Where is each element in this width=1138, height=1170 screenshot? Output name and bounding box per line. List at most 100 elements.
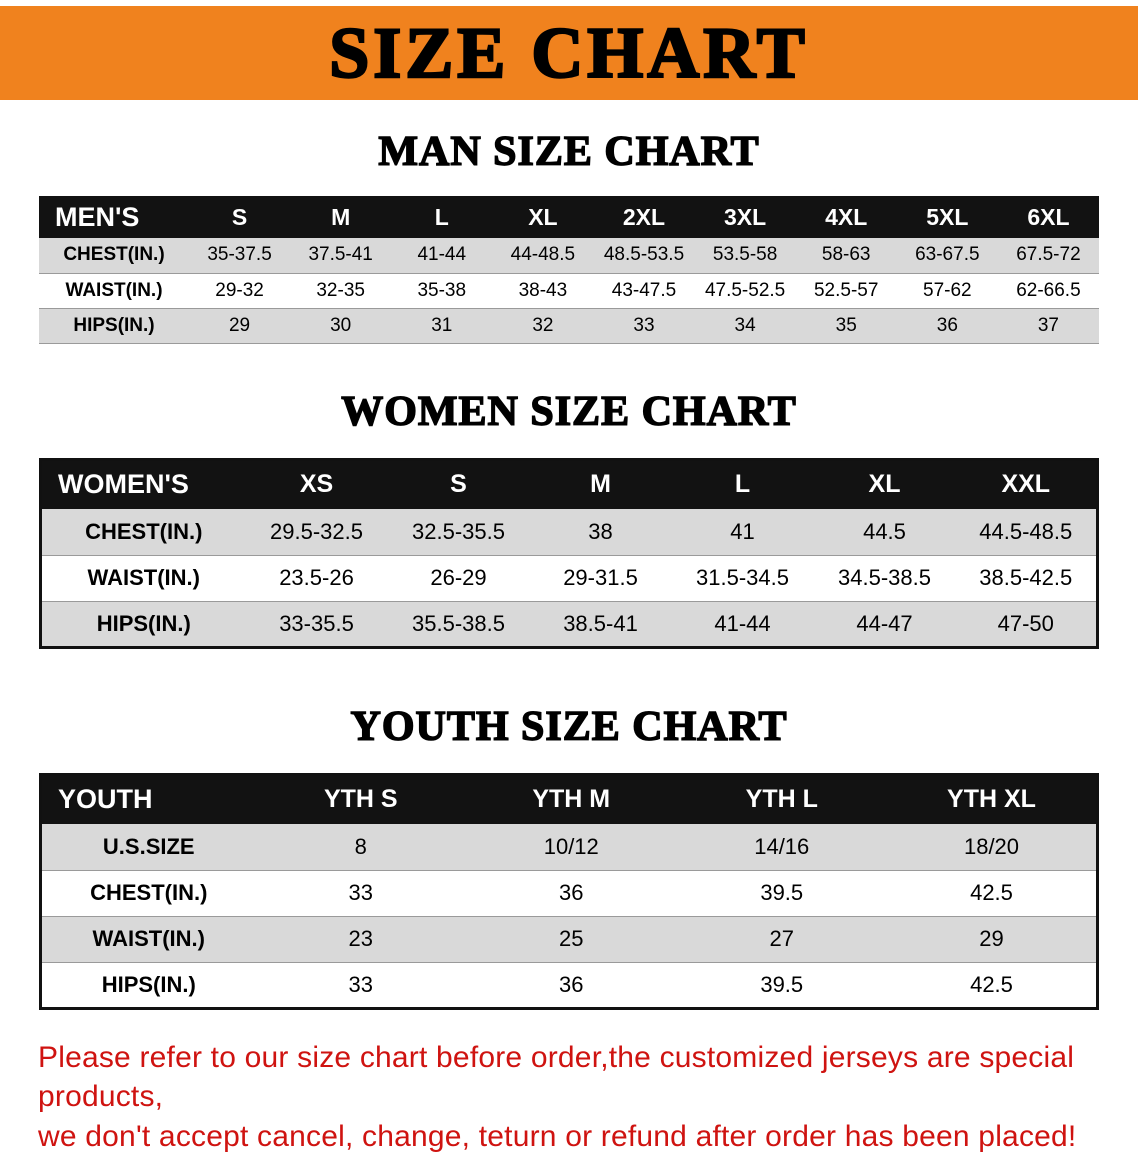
- size-column-header: XL: [813, 459, 956, 509]
- row-label: CHEST(IN.): [63, 244, 165, 266]
- size-value: 47-50: [997, 610, 1054, 636]
- size-value: 37.5-41: [308, 244, 373, 266]
- row-label: WAIST(IN.): [65, 279, 163, 301]
- row-label: HIPS(IN.): [73, 314, 155, 336]
- size-value: 38.5-42.5: [979, 565, 1073, 590]
- man-size-chart-heading: MAN SIZE CHART: [378, 128, 760, 176]
- table-corner-label: YOUTH: [40, 774, 256, 824]
- size-column-header: S: [189, 196, 291, 238]
- size-value: 33: [633, 314, 655, 336]
- size-column-header: YTH L: [676, 774, 887, 824]
- size-value: 18/20: [963, 833, 1020, 859]
- size-value: 52.5-57: [813, 279, 879, 301]
- size-value: 38.5-41: [563, 610, 638, 636]
- size-value: 34: [734, 314, 756, 336]
- size-value: 39.5: [760, 880, 804, 905]
- size-value: 38: [588, 518, 613, 544]
- size-value: 30: [330, 314, 352, 336]
- size-table-header-row: YOUTH YTH S YTH M YTH L YTH XL: [40, 774, 1098, 824]
- size-value: 14/16: [754, 833, 810, 859]
- size-value: 29-32: [215, 279, 264, 301]
- size-value: 44-47: [856, 610, 913, 636]
- measurement-row: HIPS(IN.) 29 30 31 32 33 34 35 36 37: [39, 308, 1099, 343]
- footer-note-line-1: Please refer to our size chart before or…: [38, 1040, 1075, 1114]
- size-value: 26-29: [430, 565, 487, 590]
- table-corner-label: MEN'S: [39, 196, 189, 238]
- size-column-header: XXL: [955, 459, 1098, 509]
- measurement-row: HIPS(IN.) 33 36 39.5 42.5: [40, 962, 1098, 1008]
- size-value: 41-44: [714, 610, 771, 636]
- size-value: 34.5-38.5: [838, 565, 931, 590]
- size-value: 33: [348, 971, 373, 997]
- size-value: 42.5: [970, 971, 1013, 997]
- size-value: 29: [228, 314, 251, 336]
- size-value: 23.5-26: [279, 565, 354, 590]
- size-value: 29.5-32.5: [270, 518, 363, 544]
- youth-size-chart-section: YOUTH SIZE CHART YOUTH YTH S YTH M YTH L YTH…: [0, 703, 1138, 1010]
- measurement-row: U.S.SIZE 8 10/12 14/16 18/20: [40, 824, 1098, 870]
- size-value: 67.5-72: [1016, 244, 1081, 266]
- size-value: 10/12: [543, 833, 599, 859]
- measurement-row: WAIST(IN.) 23.5-26 26-29 29-31.5 31.5-34.5 34…: [40, 555, 1098, 601]
- size-value: 31.5-34.5: [696, 565, 789, 590]
- size-value: 58-63: [821, 244, 871, 266]
- size-value: 37: [1037, 314, 1059, 336]
- size-value: 33: [348, 880, 373, 905]
- measurement-row: WAIST(IN.) 29-32 32-35 35-38 38-43 43-47.5 47.…: [39, 273, 1099, 308]
- size-value: 63-67.5: [915, 244, 980, 266]
- size-value: 35: [835, 314, 857, 336]
- size-column-header: M: [290, 196, 392, 238]
- size-value: 36: [559, 971, 584, 997]
- youth-size-table: YOUTH YTH S YTH M YTH L YTH XL U.S.SIZE 8 10/12…: [39, 772, 1099, 1010]
- size-value: 44.5: [863, 518, 906, 544]
- row-label: CHEST(IN.): [90, 880, 208, 905]
- size-value: 62-66.5: [1016, 279, 1081, 301]
- women-size-table: WOMEN'S XS S M L XL XXL CHEST(IN.) 29.5-32.5 32.5…: [39, 457, 1099, 649]
- size-value: 33-35.5: [279, 610, 354, 636]
- footer-note-line-2: we don't accept cancel, change, teturn o…: [38, 1119, 1077, 1153]
- size-value: 36: [559, 880, 584, 905]
- size-column-header: XL: [492, 196, 594, 238]
- youth-size-chart-heading: YOUTH SIZE CHART: [350, 703, 788, 751]
- size-value: 27: [769, 926, 794, 951]
- size-column-header: XS: [245, 459, 388, 509]
- size-table-header-row: MEN'S S M L XL 2XL 3XL 4XL 5XL 6XL: [39, 196, 1099, 238]
- size-value: 35.5-38.5: [412, 610, 505, 636]
- measurement-row: CHEST(IN.) 29.5-32.5 32.5-35.5 38 41 44.5 44.5…: [40, 509, 1098, 555]
- size-column-header: YTH S: [255, 774, 466, 824]
- row-label: U.S.SIZE: [102, 833, 195, 859]
- size-value: 35-38: [417, 279, 467, 301]
- footer-note: Please refer to our size chart before or…: [38, 1038, 1100, 1157]
- size-value: 42.5: [970, 880, 1013, 905]
- size-column-header: L: [671, 459, 814, 509]
- size-value: 47.5-52.5: [704, 279, 786, 301]
- size-value: 57-62: [923, 279, 972, 301]
- row-label: WAIST(IN.): [92, 926, 205, 951]
- size-value: 41: [730, 518, 755, 544]
- row-label: HIPS(IN.): [96, 610, 191, 636]
- size-value: 31: [431, 314, 453, 336]
- banner: SIZE CHART: [0, 6, 1138, 100]
- size-value: 32-35: [316, 279, 365, 301]
- size-value: 44-48.5: [510, 244, 576, 266]
- size-column-header: M: [529, 459, 672, 509]
- size-value: 43-47.5: [611, 279, 677, 301]
- size-table-header-row: WOMEN'S XS S M L XL XXL: [40, 459, 1098, 509]
- measurement-row: HIPS(IN.) 33-35.5 35.5-38.5 38.5-41 41-44 44-…: [40, 601, 1098, 647]
- size-column-header: YTH XL: [887, 774, 1098, 824]
- size-column-header: 5XL: [896, 196, 998, 238]
- table-corner-label: WOMEN'S: [40, 459, 246, 509]
- size-value: 38-43: [518, 279, 568, 301]
- size-column-header: YTH M: [466, 774, 677, 824]
- size-column-header: L: [391, 196, 493, 238]
- size-value: 48.5-53.5: [603, 244, 685, 266]
- size-value: 29-31.5: [563, 565, 638, 590]
- size-column-header: 4XL: [795, 196, 897, 238]
- size-column-header: 6XL: [997, 196, 1099, 238]
- size-value: 36: [936, 314, 958, 336]
- size-value: 32: [532, 314, 554, 336]
- women-size-chart-section: WOMEN SIZE CHART WOMEN'S XS S M L XL XXL CHEST(…: [0, 388, 1138, 649]
- banner-title: SIZE CHART: [328, 13, 809, 93]
- size-column-header: 3XL: [694, 196, 796, 238]
- size-value: 41-44: [417, 244, 467, 266]
